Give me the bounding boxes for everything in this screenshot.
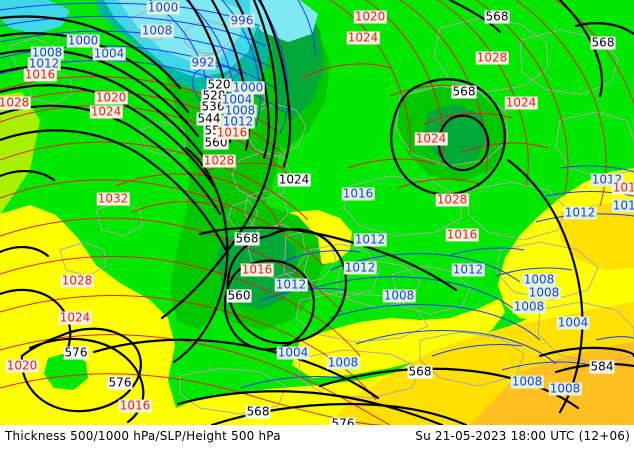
slp-high-contour-label: 1016 (23, 67, 57, 82)
slp-low-contour-label: 1012 (353, 232, 387, 247)
footer-field-description: Thickness 500/1000 hPa/SLP/Height 500 hP… (5, 429, 281, 443)
slp-low-contour-label: 1004 (556, 315, 590, 330)
slp-low-contour-label: 1008 (140, 23, 174, 38)
fill-cyan-light-ne (250, 0, 318, 42)
slp-low-contour-label: 1000 (231, 80, 265, 95)
slp-low-contour-label: 1008 (223, 103, 257, 118)
slp-low-contour-label: 1008 (382, 288, 416, 303)
slp-low-contour-label: 996 (229, 13, 255, 28)
height-contour-label: 568 (234, 231, 260, 246)
slp-high-contour-label: 1020 (94, 90, 128, 105)
slp-low-contour-label: 1012 (611, 199, 634, 213)
slp-high-contour-label: 1016 (240, 262, 274, 277)
slp-low-contour-label: 1000 (66, 33, 100, 48)
slp-high-contour-label: 1016 (611, 181, 634, 195)
height-contour-label: 544 (196, 111, 222, 126)
slp-high-contour-label: 1024 (58, 310, 92, 325)
height-contour-label: 536 (200, 99, 226, 114)
fill-green-dark-core (444, 118, 478, 146)
fill-cyan-light-patch (192, 6, 240, 48)
slp-low-contour-label: 1012 (563, 205, 597, 220)
slp-low-contour-label: 1012 (343, 260, 377, 275)
slp-low-contour-label: 1008 (512, 299, 546, 314)
slp-high-contour-label: 1028 (60, 273, 94, 288)
height-contour-label: 576 (107, 375, 133, 390)
slp-high-contour-label: 1024 (414, 131, 448, 146)
map-footer: Thickness 500/1000 hPa/SLP/Height 500 hP… (0, 425, 634, 450)
slp-high-contour-label: 1024 (89, 104, 123, 119)
slp-low-contour-label: 1012 (274, 277, 308, 292)
height-contour-label: 520 (206, 77, 232, 92)
slp-low-contour-label: 1012 (27, 56, 61, 71)
height-contour-label: 576 (63, 345, 89, 360)
map-svg (0, 0, 634, 425)
slp-low-contour-label: 1008 (548, 381, 582, 396)
weather-map-canvas[interactable]: 1000 1008 996 992 1000 1004 1008 1012 1016 1028 10… (0, 0, 634, 425)
slp-low-contour-label: 1008 (522, 272, 556, 287)
slp-low-contour-label: 1004 (276, 345, 310, 360)
slp-high-contour-label: 1028 (475, 50, 509, 65)
slp-high-contour-label: 1032 (96, 191, 130, 206)
slp-low-contour-label: 1004 (92, 46, 126, 61)
slp-low-contour-label: 1004 (220, 92, 254, 107)
slp-low-contour-label: 992 (190, 55, 216, 70)
height-contour-label: 584 (589, 359, 615, 374)
height-contour-label: 576 (330, 417, 356, 425)
slp-high-contour-label: 1020 (5, 358, 39, 373)
height-contour-label: 568 (590, 35, 616, 50)
slp-low-contour-label: 1008 (30, 45, 64, 60)
slp-low-contour-label: 1008 (527, 285, 561, 300)
slp-low-contour-label: 1012 (451, 262, 485, 277)
height-contour-label: 568 (451, 84, 477, 99)
slp-high-contour-label: 1024 (346, 30, 380, 45)
slp-high-contour-label: 1016 (215, 125, 249, 140)
slp-high-contour-label: 1016 (445, 227, 479, 242)
height-contour-label: 568 (484, 9, 510, 24)
height-contour-label: 528 (201, 88, 227, 103)
height-contour-label: 1024 (277, 172, 311, 187)
slp-high-contour-label: 1024 (504, 95, 538, 110)
slp-high-contour-label: 1016 (118, 398, 152, 413)
fill-green-island-sw (44, 352, 88, 390)
height-contour-label: 568 (245, 404, 271, 419)
slp-high-contour-label: 1028 (0, 96, 31, 110)
slp-low-contour-label: 1008 (510, 374, 544, 389)
footer-valid-time: Su 21-05-2023 18:00 UTC (12+06) (415, 429, 630, 443)
height-contour-label: 568 (407, 364, 433, 379)
height-contour-label: 560 (226, 288, 252, 303)
slp-high-contour-label: 1020 (353, 9, 387, 24)
slp-low-contour-label: 1000 (146, 0, 180, 15)
slp-high-contour-label: 1028 (202, 153, 236, 168)
slp-low-contour-label: 1016 (341, 186, 375, 201)
slp-low-contour-label: 1008 (326, 355, 360, 370)
slp-low-contour-label: 1012 (221, 114, 255, 129)
slp-high-contour-label: 1028 (435, 192, 469, 207)
